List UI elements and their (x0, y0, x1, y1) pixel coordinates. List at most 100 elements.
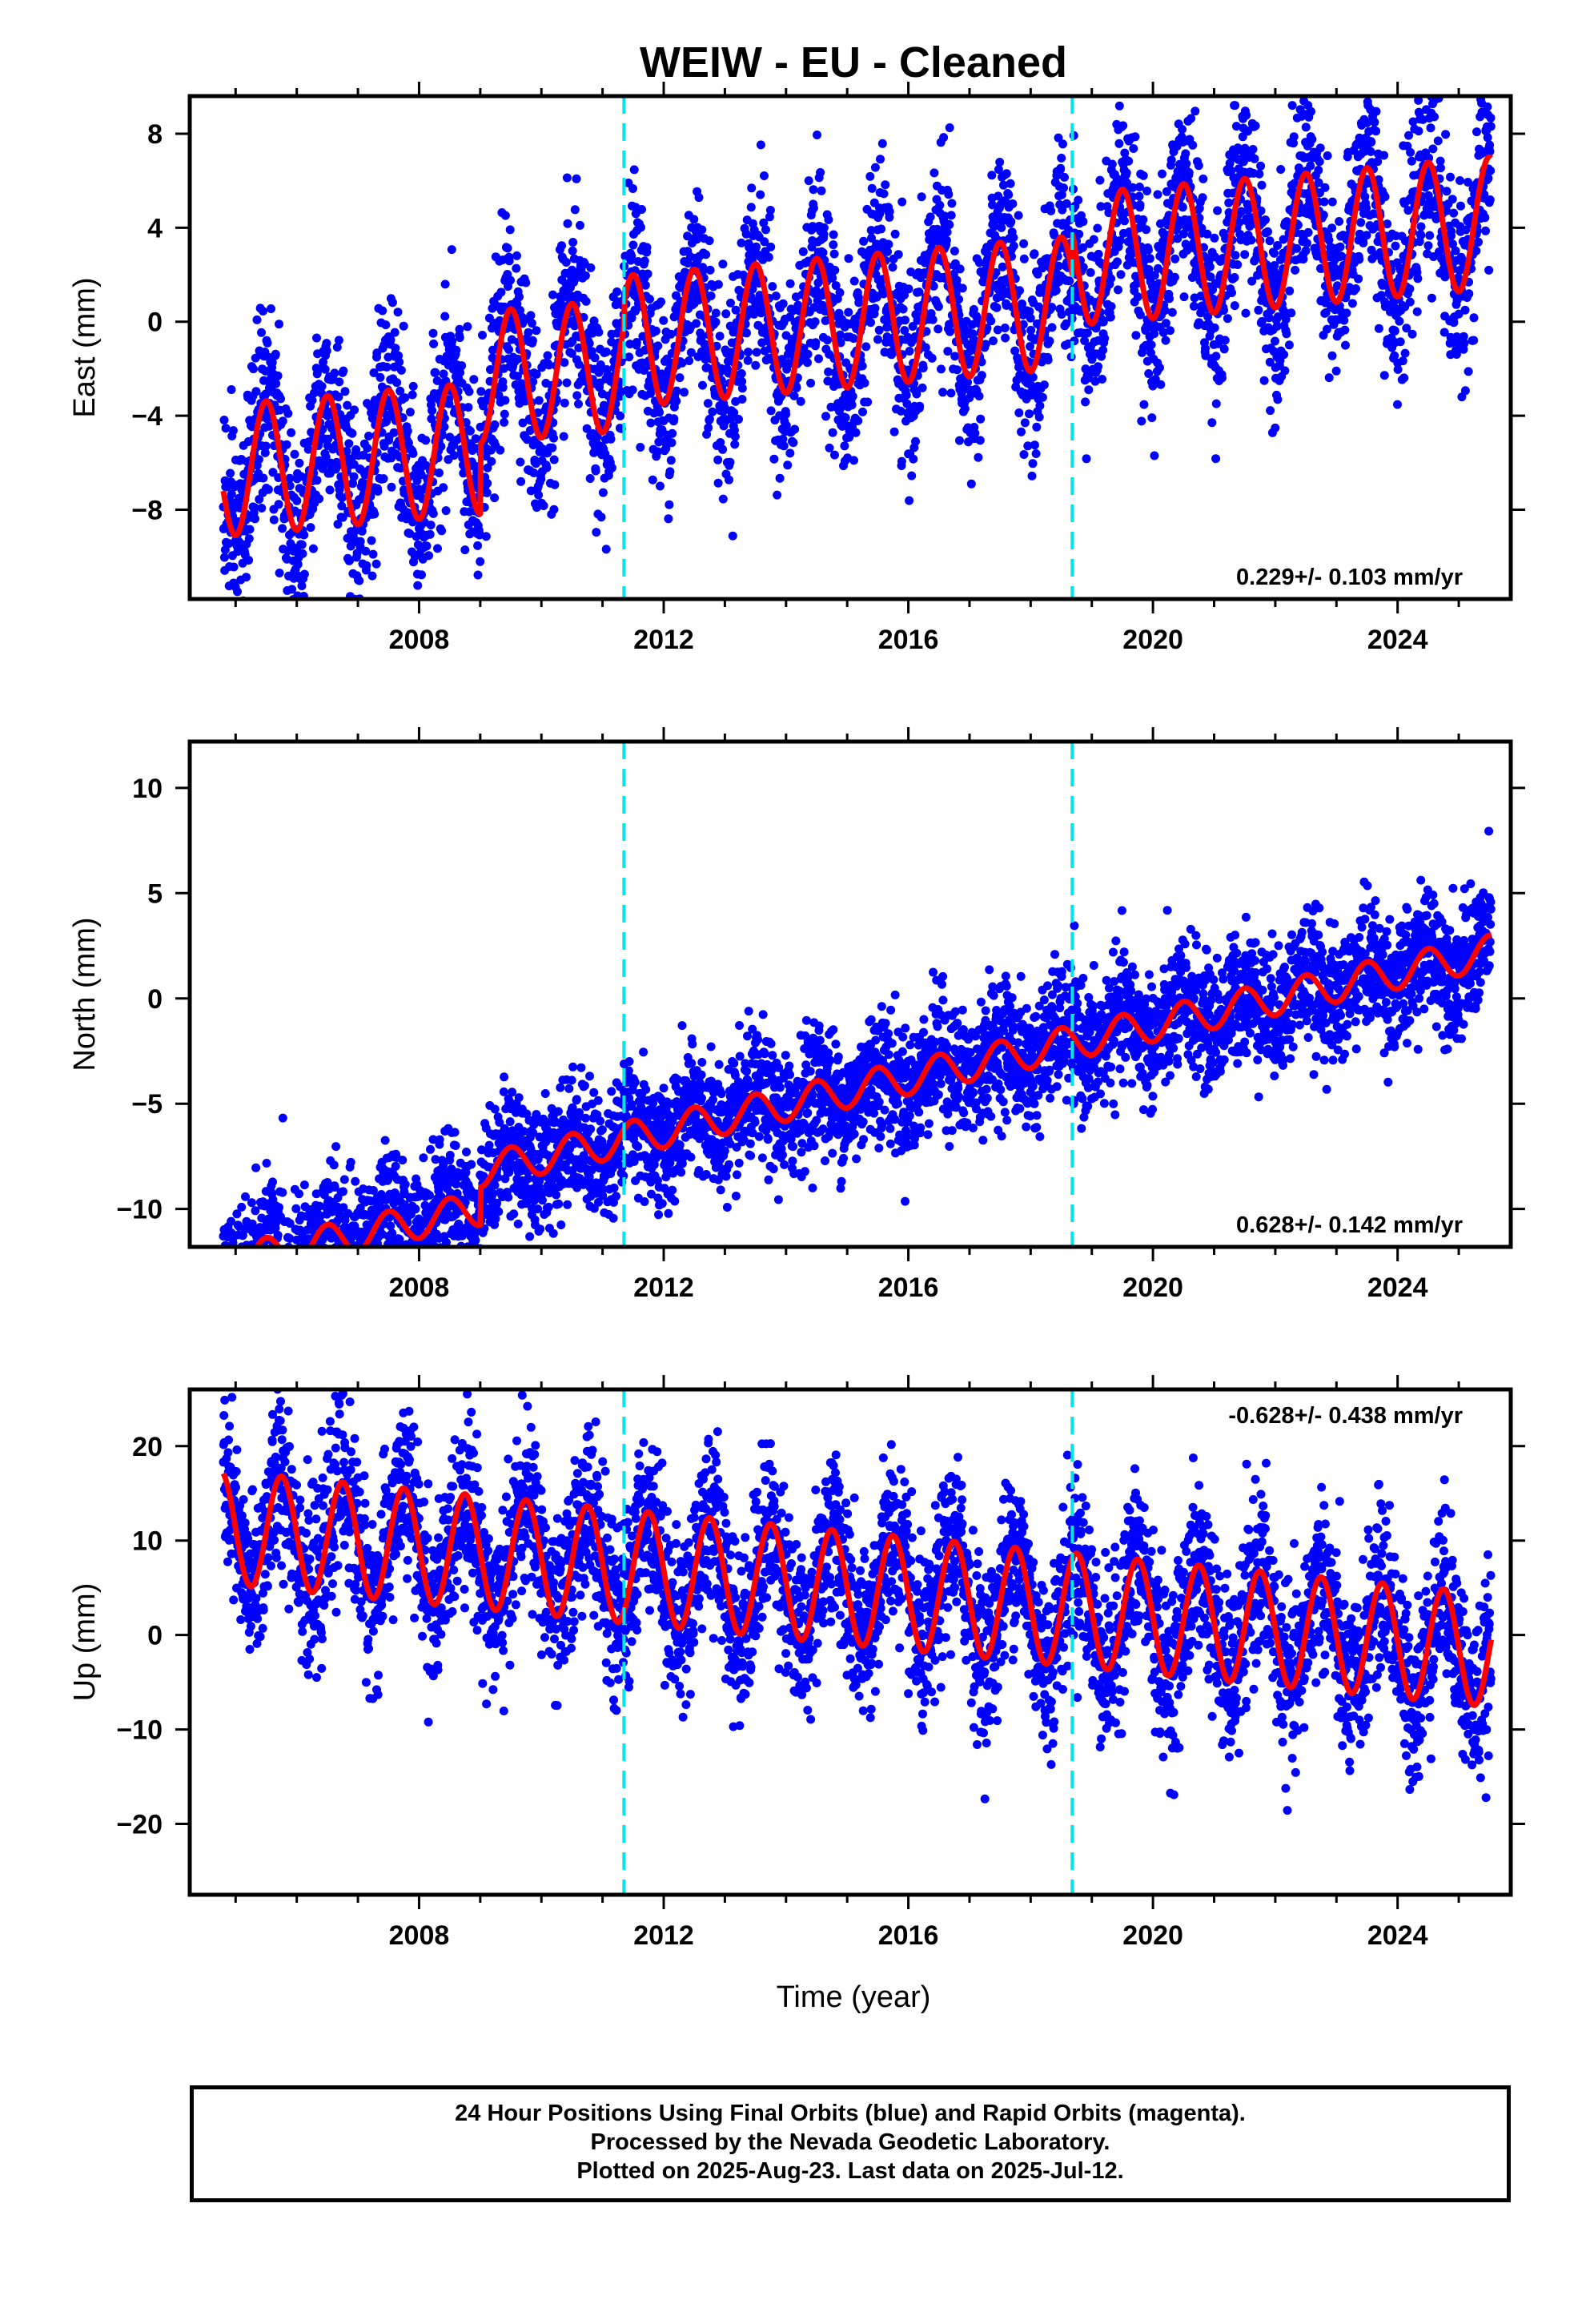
data-point (1135, 200, 1145, 210)
data-point (512, 251, 521, 260)
data-point (563, 219, 572, 228)
data-point (1144, 369, 1154, 378)
data-point (1276, 165, 1286, 174)
data-point (646, 418, 656, 428)
data-point (1170, 254, 1180, 263)
data-point (666, 329, 676, 339)
data-point (1051, 286, 1061, 296)
data-point (496, 287, 506, 297)
data-point (655, 408, 664, 417)
data-point (706, 292, 716, 300)
data-point (405, 408, 415, 417)
data-point (1301, 123, 1311, 132)
data-point (408, 390, 417, 400)
data-point (1405, 284, 1415, 294)
data-point (254, 1295, 263, 1304)
data-point (273, 1290, 282, 1299)
data-point (796, 396, 805, 406)
data-point (344, 439, 354, 448)
data-point (788, 306, 797, 316)
data-point (441, 506, 451, 516)
data-point (713, 478, 723, 488)
data-point (290, 449, 299, 459)
data-point (809, 203, 818, 213)
data-point (1114, 139, 1124, 148)
data-point (1230, 273, 1239, 282)
data-point (645, 295, 654, 304)
data-point (487, 456, 496, 466)
data-point (481, 532, 491, 541)
data-point (590, 353, 600, 363)
data-point (269, 515, 279, 525)
data-point (353, 613, 362, 621)
data-point (811, 338, 821, 348)
data-point (1359, 238, 1368, 247)
data-point (756, 140, 765, 150)
data-point (425, 529, 435, 539)
data-point (704, 423, 713, 432)
data-point (1170, 272, 1179, 282)
data-point (586, 263, 596, 272)
data-point (498, 383, 508, 392)
data-point (1342, 308, 1351, 318)
data-point (238, 1342, 247, 1351)
data-point (930, 168, 939, 178)
data-point (672, 396, 681, 406)
data-point (1047, 323, 1057, 332)
data-point (1020, 418, 1030, 428)
data-point (1074, 195, 1083, 205)
data-point (1089, 235, 1098, 244)
data-point (798, 247, 808, 256)
data-point (226, 1277, 235, 1286)
data-point (986, 316, 996, 326)
data-point (865, 171, 875, 181)
data-point (685, 356, 694, 365)
data-point (824, 367, 833, 376)
data-point (284, 1286, 293, 1295)
data-point (473, 570, 483, 580)
data-point (504, 345, 513, 354)
data-point (835, 287, 845, 297)
data-point (355, 576, 364, 585)
data-point (267, 304, 275, 313)
data-point (221, 424, 231, 433)
data-point (1086, 267, 1095, 277)
data-point (506, 275, 515, 285)
data-point (1331, 366, 1341, 376)
data-point (944, 190, 954, 199)
data-point (271, 349, 280, 359)
data-point (543, 351, 552, 360)
data-point (1045, 336, 1054, 346)
data-point (433, 544, 442, 553)
data-point (534, 490, 544, 500)
data-point (424, 607, 432, 616)
data-point (297, 540, 307, 549)
data-point (322, 346, 331, 356)
data-point (275, 569, 284, 577)
data-point (249, 1265, 258, 1274)
data-point (490, 420, 500, 429)
data-point (227, 1305, 236, 1314)
data-point (303, 1276, 311, 1285)
data-point (1001, 333, 1010, 343)
data-point (226, 468, 235, 478)
data-point (1335, 242, 1345, 251)
data-point (747, 183, 757, 193)
data-point (225, 1293, 234, 1302)
data-point (303, 1269, 311, 1278)
data-point (381, 320, 391, 330)
data-point (1427, 293, 1436, 303)
data-point (1370, 118, 1379, 127)
data-point (1218, 373, 1227, 383)
data-point (1094, 249, 1103, 259)
data-point (1285, 286, 1295, 296)
data-point (877, 139, 887, 148)
data-point (576, 220, 584, 230)
data-point (1428, 144, 1438, 154)
data-point (257, 1290, 266, 1299)
data-point (319, 357, 327, 367)
data-point (251, 1304, 259, 1313)
data-point (261, 1254, 270, 1263)
data-point (557, 241, 566, 251)
